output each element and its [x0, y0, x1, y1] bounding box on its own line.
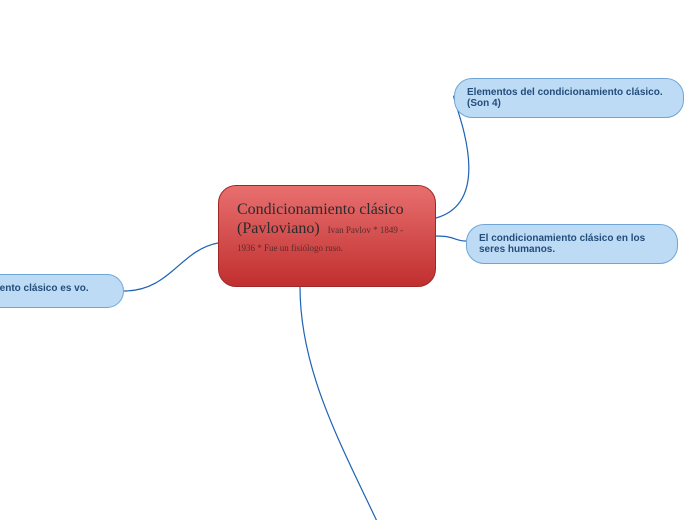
connector-edge	[300, 287, 395, 520]
leaf-node-humans[interactable]: El condicionamiento clásico en los seres…	[466, 224, 678, 264]
connector-edge	[124, 243, 218, 291]
mindmap-canvas: Condicionamiento clásico (Pavloviano) Iv…	[0, 0, 696, 520]
leaf-label: Elementos del condicionamiento clásico. …	[467, 87, 663, 109]
leaf-label: El condicionamiento clásico en los seres…	[479, 233, 645, 255]
leaf-label: dicionamiento clásico es vo.	[0, 283, 89, 294]
connector-edge	[436, 236, 466, 241]
leaf-node-elements[interactable]: Elementos del condicionamiento clásico. …	[454, 78, 684, 118]
leaf-node-selective[interactable]: dicionamiento clásico es vo.	[0, 274, 124, 308]
central-node[interactable]: Condicionamiento clásico (Pavloviano) Iv…	[218, 185, 436, 287]
